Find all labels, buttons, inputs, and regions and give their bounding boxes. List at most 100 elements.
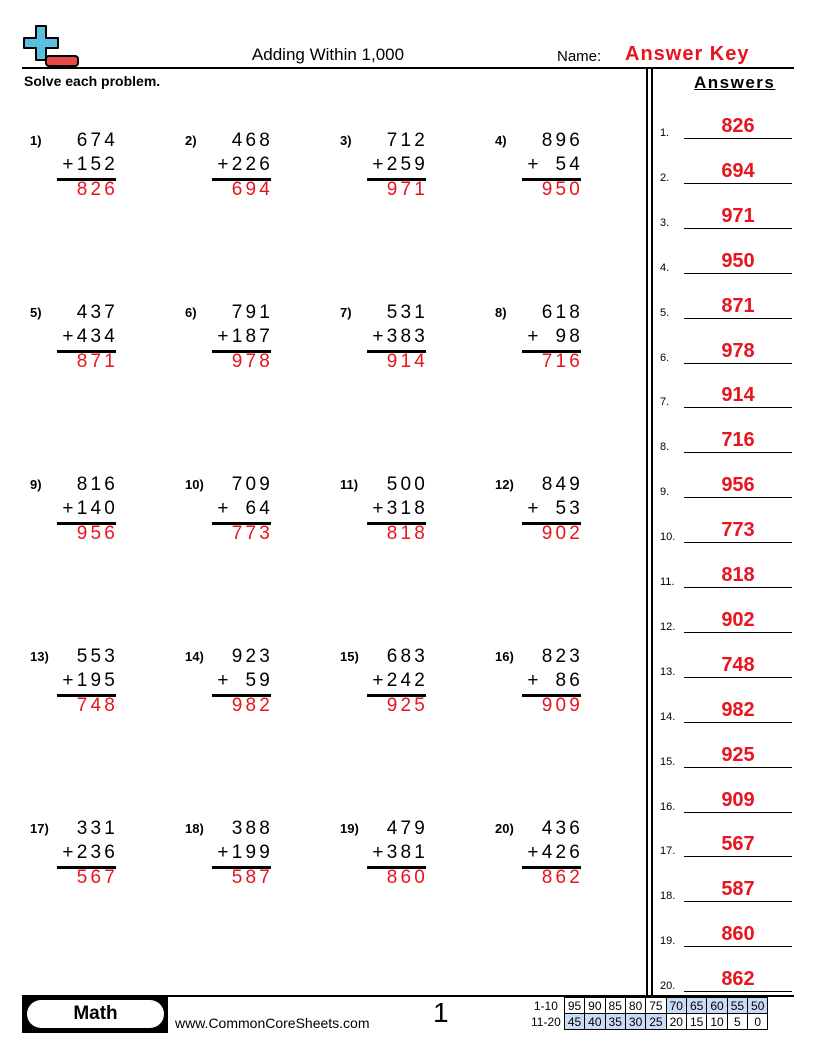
plus-sign: + bbox=[217, 154, 232, 175]
second-addend-row: +187 bbox=[217, 326, 273, 348]
answer-line bbox=[684, 766, 792, 768]
problem-number: 6) bbox=[185, 305, 197, 320]
answer-row: 17. 567 bbox=[660, 827, 792, 858]
sum-line bbox=[212, 350, 271, 353]
score-cell: 75 bbox=[645, 997, 667, 1014]
second-addend-row: +259 bbox=[372, 154, 428, 176]
footer-divider bbox=[22, 995, 794, 997]
answer-row: 12. 902 bbox=[660, 603, 792, 633]
sum-line bbox=[57, 522, 116, 525]
second-addend-row: +226 bbox=[217, 154, 273, 176]
answer-label: 20. bbox=[660, 980, 676, 993]
answer-row: 13. 748 bbox=[660, 648, 792, 678]
second-addend: 199 bbox=[231, 842, 273, 863]
problem-number: 3) bbox=[340, 133, 352, 148]
problem: 5) 437 +434 871 bbox=[30, 302, 130, 385]
problem: 12) 849 + 53 902 bbox=[495, 474, 595, 557]
problem-number: 19) bbox=[340, 821, 359, 836]
problem-number: 12) bbox=[495, 477, 514, 492]
answer-value: 909 bbox=[721, 788, 755, 811]
answer-label: 19. bbox=[660, 935, 676, 948]
answer-label: 7. bbox=[660, 396, 670, 409]
second-addend: 318 bbox=[386, 498, 428, 519]
second-addend: 98 bbox=[555, 326, 583, 347]
plus-sign: + bbox=[527, 842, 542, 863]
score-cell: 0 bbox=[747, 1013, 769, 1030]
first-addend: 388 bbox=[231, 818, 273, 839]
second-addend: 86 bbox=[555, 670, 583, 691]
second-addend: 242 bbox=[386, 670, 428, 691]
second-addend-row: +383 bbox=[372, 326, 428, 348]
answer-row: 10. 773 bbox=[660, 513, 792, 544]
answer-line bbox=[684, 182, 792, 184]
problem-number: 18) bbox=[185, 821, 204, 836]
plus-sign: + bbox=[62, 842, 77, 863]
answer-label: 15. bbox=[660, 755, 676, 768]
first-addend: 674 bbox=[76, 130, 118, 151]
first-addend: 531 bbox=[386, 302, 428, 323]
plus-sign: + bbox=[527, 498, 542, 519]
first-addend: 500 bbox=[386, 474, 428, 495]
second-addend: 195 bbox=[76, 670, 118, 691]
sum-line bbox=[522, 350, 581, 353]
first-addend: 849 bbox=[541, 474, 583, 495]
sum-line bbox=[522, 522, 581, 525]
problem: 20) 436 +426 862 bbox=[495, 818, 595, 901]
problem: 1) 674 +152 826 bbox=[30, 130, 130, 213]
answer-label: 5. bbox=[660, 306, 670, 319]
answer-value: 860 bbox=[721, 923, 755, 946]
score-cell: 35 bbox=[604, 1013, 626, 1030]
answer-value: 748 bbox=[721, 653, 755, 676]
sum-line bbox=[57, 350, 116, 353]
sum-line bbox=[522, 866, 581, 869]
problem-number: 11) bbox=[340, 477, 359, 492]
score-row: 11-20 45 40 35 30 25 20 15 10 5 0 bbox=[528, 1013, 769, 1030]
plus-sign: + bbox=[372, 154, 387, 175]
sum-line bbox=[522, 694, 581, 697]
answer-line bbox=[684, 317, 792, 319]
answer-value: 587 bbox=[721, 878, 755, 901]
answer-value: 694 bbox=[721, 159, 755, 182]
answer-label: 9. bbox=[660, 486, 670, 499]
website-link[interactable]: www.CommonCoreSheets.com bbox=[175, 1015, 370, 1031]
score-cell: 85 bbox=[604, 997, 626, 1014]
problem: 6) 791 +187 978 bbox=[185, 302, 285, 385]
first-addend: 468 bbox=[231, 130, 273, 151]
answer-line bbox=[684, 362, 792, 364]
answer-value: 773 bbox=[721, 519, 755, 542]
first-addend: 618 bbox=[541, 302, 583, 323]
second-addend-row: +195 bbox=[62, 670, 118, 692]
plus-sign: + bbox=[372, 842, 387, 863]
second-addend: 54 bbox=[555, 154, 583, 175]
score-table: 1-10 95 90 85 80 75 70 65 60 55 50 11-20 45 40 35 30 25 2… bbox=[528, 997, 769, 1030]
problem-answer: 567 bbox=[76, 867, 118, 888]
problem-answer: 773 bbox=[231, 523, 273, 544]
problem: 10) 709 + 64 773 bbox=[185, 474, 285, 557]
second-addend-row: +381 bbox=[372, 842, 428, 864]
answer-value: 826 bbox=[721, 115, 755, 137]
answer-label: 18. bbox=[660, 890, 676, 903]
answer-value: 567 bbox=[721, 833, 755, 856]
second-addend-row: +242 bbox=[372, 670, 428, 692]
instructions: Solve each problem. bbox=[24, 73, 161, 89]
problem-number: 7) bbox=[340, 305, 352, 320]
problem-number: 20) bbox=[495, 821, 514, 836]
first-addend: 331 bbox=[76, 818, 118, 839]
answer-line bbox=[684, 452, 792, 454]
problem-answer: 914 bbox=[386, 351, 428, 372]
problem-number: 4) bbox=[495, 133, 507, 148]
answer-label: 10. bbox=[660, 531, 676, 544]
sum-line bbox=[212, 694, 271, 697]
first-addend: 709 bbox=[231, 474, 273, 495]
problem-answer: 748 bbox=[76, 695, 118, 716]
first-addend: 791 bbox=[231, 302, 273, 323]
first-addend: 479 bbox=[386, 818, 428, 839]
problem-answer: 818 bbox=[386, 523, 428, 544]
plus-sign: + bbox=[372, 326, 387, 347]
answer-line bbox=[684, 497, 792, 499]
problem-answer: 925 bbox=[386, 695, 428, 716]
answer-line bbox=[684, 272, 792, 274]
answer-label: 17. bbox=[660, 845, 676, 858]
answer-line bbox=[684, 856, 792, 858]
answer-row: 9. 956 bbox=[660, 468, 792, 499]
